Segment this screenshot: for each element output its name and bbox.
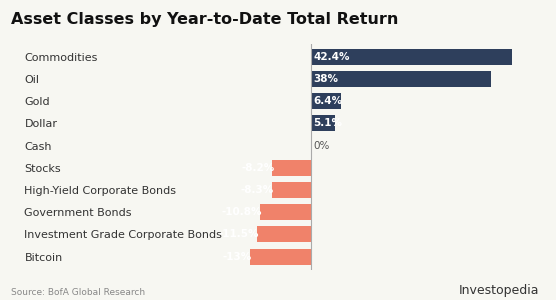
Text: 42.4%: 42.4%	[313, 52, 350, 62]
Text: -11.5%: -11.5%	[218, 230, 259, 239]
Bar	[250, 249, 311, 265]
Bar	[311, 71, 491, 87]
Bar	[257, 226, 311, 242]
Bar	[311, 49, 512, 65]
Text: 38%: 38%	[313, 74, 338, 84]
Text: -8.2%: -8.2%	[241, 163, 274, 173]
Text: -10.8%: -10.8%	[221, 207, 262, 217]
Text: Asset Classes by Year-to-Date Total Return: Asset Classes by Year-to-Date Total Retu…	[11, 12, 399, 27]
Bar	[311, 116, 335, 131]
Text: Investopedia: Investopedia	[459, 284, 539, 297]
Text: -8.3%: -8.3%	[241, 185, 274, 195]
Text: -13%: -13%	[222, 252, 251, 262]
Text: 5.1%: 5.1%	[313, 118, 342, 128]
Text: Source: BofA Global Research: Source: BofA Global Research	[11, 288, 145, 297]
Bar	[272, 182, 311, 198]
Text: 6.4%: 6.4%	[313, 96, 342, 106]
Bar	[272, 160, 311, 176]
Bar	[260, 204, 311, 220]
Text: 0%: 0%	[314, 141, 330, 151]
Bar	[311, 93, 341, 109]
